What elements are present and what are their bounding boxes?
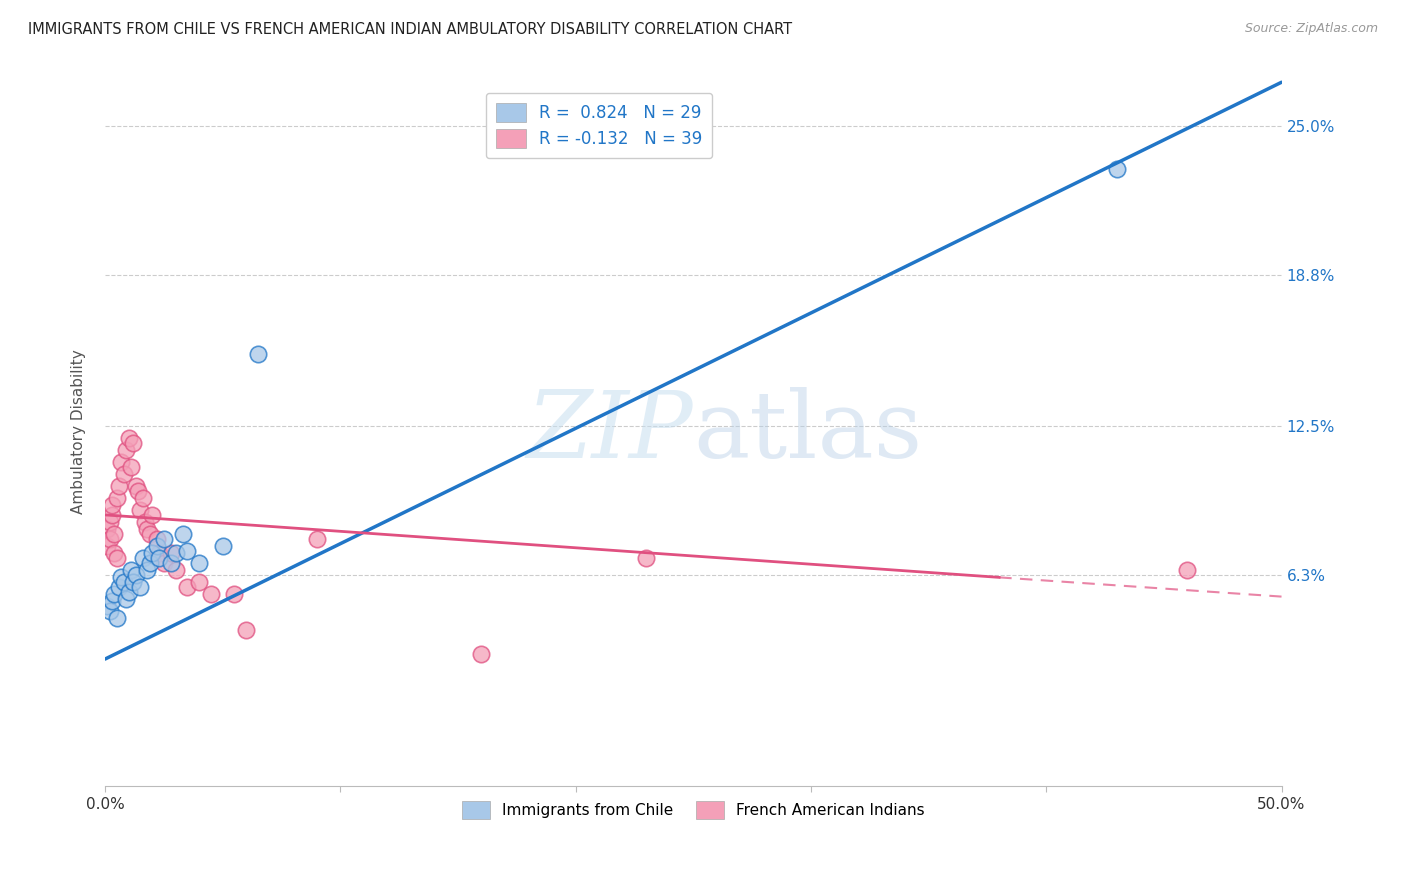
- Point: [101, 508, 124, 522]
- Point: [108, 580, 131, 594]
- Point: [235, 624, 257, 638]
- Text: atlas: atlas: [693, 387, 922, 477]
- Point: [122, 575, 145, 590]
- Point: [165, 546, 187, 560]
- Point: [98, 515, 121, 529]
- Point: [98, 532, 121, 546]
- Point: [200, 587, 222, 601]
- Point: [211, 539, 233, 553]
- Point: [124, 568, 146, 582]
- Point: [188, 575, 211, 590]
- Point: [117, 431, 139, 445]
- Point: [153, 532, 176, 546]
- Point: [131, 491, 153, 505]
- Point: [138, 527, 160, 541]
- Text: ZIP: ZIP: [527, 387, 693, 477]
- Text: IMMIGRANTS FROM CHILE VS FRENCH AMERICAN INDIAN AMBULATORY DISABILITY CORRELATIO: IMMIGRANTS FROM CHILE VS FRENCH AMERICAN…: [28, 22, 792, 37]
- Point: [246, 347, 269, 361]
- Point: [188, 556, 211, 570]
- Point: [122, 435, 145, 450]
- Point: [108, 479, 131, 493]
- Point: [101, 498, 124, 512]
- Point: [134, 515, 156, 529]
- Point: [105, 491, 128, 505]
- Point: [96, 522, 118, 536]
- Point: [101, 594, 124, 608]
- Point: [110, 455, 132, 469]
- Point: [141, 508, 163, 522]
- Point: [305, 532, 328, 546]
- Point: [1177, 563, 1199, 577]
- Point: [138, 556, 160, 570]
- Point: [136, 563, 159, 577]
- Point: [160, 546, 183, 560]
- Point: [110, 570, 132, 584]
- Point: [115, 442, 138, 457]
- Point: [176, 544, 198, 558]
- Point: [120, 459, 142, 474]
- Point: [148, 551, 170, 566]
- Point: [160, 556, 183, 570]
- Point: [145, 532, 167, 546]
- Point: [224, 587, 246, 601]
- Legend: Immigrants from Chile, French American Indians: Immigrants from Chile, French American I…: [456, 795, 931, 825]
- Point: [103, 546, 125, 560]
- Point: [98, 604, 121, 618]
- Point: [127, 483, 149, 498]
- Point: [148, 546, 170, 560]
- Point: [145, 539, 167, 553]
- Point: [636, 551, 658, 566]
- Point: [165, 563, 187, 577]
- Point: [141, 546, 163, 560]
- Point: [1105, 161, 1128, 176]
- Point: [176, 580, 198, 594]
- Point: [103, 587, 125, 601]
- Point: [470, 647, 492, 661]
- Point: [129, 503, 152, 517]
- Point: [105, 611, 128, 625]
- Point: [115, 592, 138, 607]
- Point: [120, 563, 142, 577]
- Point: [117, 584, 139, 599]
- Point: [103, 527, 125, 541]
- Point: [124, 479, 146, 493]
- Text: Source: ZipAtlas.com: Source: ZipAtlas.com: [1244, 22, 1378, 36]
- Point: [96, 539, 118, 553]
- Point: [112, 575, 135, 590]
- Point: [131, 551, 153, 566]
- Point: [105, 551, 128, 566]
- Point: [129, 580, 152, 594]
- Point: [153, 556, 176, 570]
- Point: [96, 599, 118, 614]
- Point: [172, 527, 194, 541]
- Point: [136, 522, 159, 536]
- Y-axis label: Ambulatory Disability: Ambulatory Disability: [72, 350, 86, 515]
- Point: [112, 467, 135, 481]
